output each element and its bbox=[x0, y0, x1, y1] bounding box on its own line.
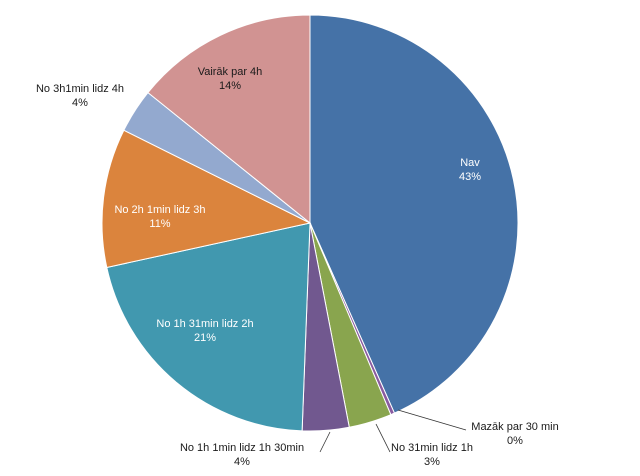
slice-label-name-2: No 31min lidz 1h bbox=[391, 442, 473, 454]
leader-lines bbox=[319, 409, 467, 453]
slice-label-7: Vairāk par 4h 14% bbox=[198, 66, 263, 92]
slice-label-5: No 2h 1min lidz 3h 11% bbox=[114, 204, 205, 230]
slice-label-name-6: No 3h1min lidz 4h bbox=[36, 83, 124, 95]
pie-slice-0 bbox=[309, 14, 519, 414]
slice-label-percent-2: 3% bbox=[424, 456, 440, 468]
slice-label-percent-7: 14% bbox=[219, 80, 241, 92]
pie-slice-4 bbox=[106, 222, 311, 432]
slice-label-percent-4: 21% bbox=[194, 332, 216, 344]
slice-label-1: Mazāk par 30 min 0% bbox=[471, 421, 558, 447]
leader-line-1 bbox=[397, 409, 467, 431]
pie-slices bbox=[101, 14, 519, 432]
slice-label-name-0: Nav bbox=[460, 157, 480, 169]
slice-label-3: No 1h 1min lidz 1h 30min 4% bbox=[180, 442, 304, 468]
slice-label-percent-1: 0% bbox=[507, 435, 523, 447]
slice-label-name-7: Vairāk par 4h bbox=[198, 66, 263, 78]
slice-label-name-5: No 2h 1min lidz 3h bbox=[114, 204, 205, 216]
slice-label-4: No 1h 31min lidz 2h 21% bbox=[156, 318, 253, 344]
slice-label-percent-0: 43% bbox=[459, 171, 481, 183]
pie-slice-5 bbox=[101, 129, 312, 269]
slice-label-2: No 31min lidz 1h 3% bbox=[391, 442, 473, 468]
slice-label-6: No 3h1min lidz 4h 4% bbox=[36, 83, 124, 109]
slice-labels: Nav 43% Mazāk par 30 min 0% No 31min lidz 1h… bbox=[36, 66, 559, 468]
leader-line-2 bbox=[375, 423, 391, 453]
slice-label-percent-5: 11% bbox=[149, 218, 170, 230]
slice-label-percent-6: 4% bbox=[72, 97, 88, 109]
leader-line-3 bbox=[319, 431, 331, 453]
slice-label-name-3: No 1h 1min lidz 1h 30min bbox=[180, 442, 304, 454]
slice-label-name-4: No 1h 31min lidz 2h bbox=[156, 318, 253, 330]
slice-label-name-1: Mazāk par 30 min bbox=[471, 421, 558, 433]
slice-label-0: Nav 43% bbox=[459, 157, 481, 183]
slice-label-percent-3: 4% bbox=[234, 456, 250, 468]
pie-slice-7 bbox=[147, 14, 311, 225]
